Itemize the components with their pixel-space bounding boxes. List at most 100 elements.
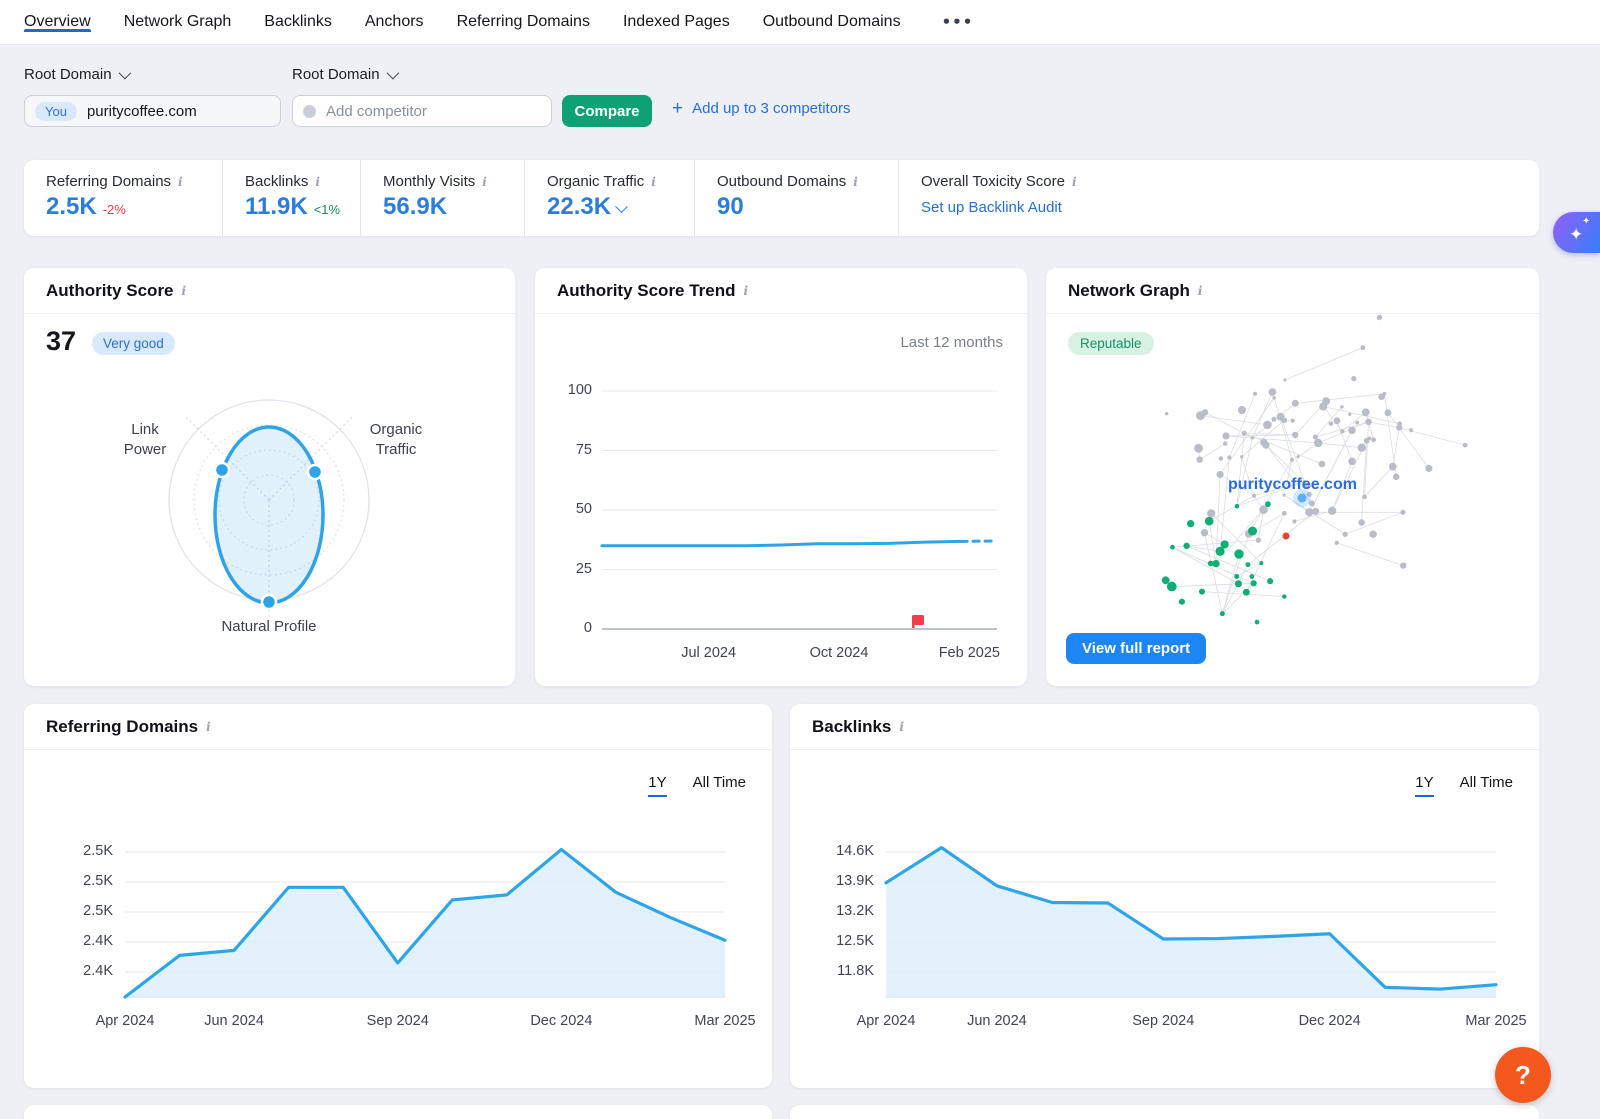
y-tick-label: 50	[560, 501, 592, 517]
metric-value: 22.3K	[547, 193, 611, 221]
you-domain-field[interactable]: You	[24, 95, 281, 127]
range-tab-all-time[interactable]: All Time	[693, 774, 746, 797]
sparkle-icon: ✦	[1582, 216, 1590, 227]
tab-anchors[interactable]: Anchors	[365, 13, 424, 31]
tab-network-graph[interactable]: Network Graph	[124, 13, 232, 31]
info-icon[interactable]: i	[744, 285, 749, 297]
x-tick-label: Mar 2025	[694, 1013, 755, 1029]
metric-overall-toxicity-score: Overall Toxicity ScoreiSet up Backlink A…	[898, 160, 1508, 236]
ai-assistant-button[interactable]: ✦ ✦	[1553, 212, 1600, 253]
x-tick-label: Jul 2024	[681, 645, 736, 661]
y-tick-label: 2.5K	[59, 903, 113, 919]
radar-point-organic-traffic	[308, 465, 322, 479]
info-icon[interactable]: i	[853, 176, 858, 188]
x-tick-label: Sep 2024	[1132, 1013, 1194, 1029]
radar-point-link-power	[215, 463, 229, 477]
info-icon[interactable]: i	[899, 721, 904, 733]
authority-score-card: Authority Score i 37 Very good Link Powe…	[24, 268, 515, 686]
info-icon[interactable]: i	[482, 176, 487, 188]
chevron-down-icon[interactable]	[615, 200, 628, 213]
authority-score-value: 37	[46, 326, 76, 357]
y-tick-label: 2.5K	[59, 843, 113, 859]
competitor-scope-dropdown[interactable]: Root Domain	[292, 66, 396, 83]
authority-score-trend-card: Authority Score Trend i Last 12 months 1…	[535, 268, 1027, 686]
backlinks-chart: 14.6K13.9K13.2K12.5K11.8KApr 2024Jun 202…	[820, 832, 1510, 1032]
info-icon[interactable]: i	[178, 176, 183, 188]
view-full-report-button[interactable]: View full report	[1066, 633, 1206, 664]
metric-value: 56.9K	[383, 193, 447, 221]
you-domain-input[interactable]	[85, 102, 239, 121]
referring-domains-range-tabs: 1Y All Time	[648, 774, 746, 797]
chevron-down-icon	[118, 67, 131, 80]
plus-icon: +	[672, 101, 683, 116]
network-domain-label: puritycoffee.com	[1046, 476, 1539, 494]
info-icon[interactable]: i	[651, 176, 656, 188]
backlinks-range-tabs: 1Y All Time	[1415, 774, 1513, 797]
authority-score-trend-chart: 1007550250Jul 2024Oct 2024Feb 2025	[560, 381, 1005, 671]
tab-indexed-pages[interactable]: Indexed Pages	[623, 13, 730, 31]
metric-value: 90	[717, 193, 744, 221]
info-icon[interactable]: i	[206, 721, 211, 733]
x-tick-label: Apr 2024	[96, 1013, 155, 1029]
metric-delta: -2%	[103, 202, 126, 217]
add-competitor-field[interactable]	[292, 95, 552, 127]
partial-card	[790, 1105, 1539, 1119]
x-tick-label: Apr 2024	[857, 1013, 916, 1029]
info-icon[interactable]: i	[1072, 176, 1077, 188]
you-badge: You	[35, 102, 77, 121]
card-title: Referring Domains	[46, 717, 198, 737]
radar-axis-organic-traffic: Organic Traffic	[364, 420, 428, 459]
card-title: Network Graph	[1068, 281, 1190, 301]
y-tick-label: 25	[560, 561, 592, 577]
network-graph-card: Network Graph i Reputable puritycoffee.c…	[1046, 268, 1539, 686]
metric-outbound-domains: Outbound Domainsi90	[694, 160, 898, 236]
metric-monthly-visits: Monthly Visitsi56.9K	[360, 160, 524, 236]
radar-point-natural-profile	[262, 595, 276, 609]
y-tick-label: 100	[560, 382, 592, 398]
card-title: Authority Score Trend	[557, 281, 736, 301]
x-tick-label: Dec 2024	[1299, 1013, 1361, 1029]
x-tick-label: Oct 2024	[810, 645, 869, 661]
y-tick-label: 2.4K	[59, 963, 113, 979]
x-tick-label: Jun 2024	[967, 1013, 1027, 1029]
partial-card	[24, 1105, 772, 1119]
help-button[interactable]: ?	[1495, 1047, 1551, 1103]
you-scope-dropdown[interactable]: Root Domain	[24, 66, 128, 83]
tab-referring-domains[interactable]: Referring Domains	[457, 13, 590, 31]
x-tick-label: Feb 2025	[939, 645, 1000, 661]
sparkle-icon: ✦	[1569, 225, 1583, 245]
add-competitor-input[interactable]	[324, 102, 528, 121]
y-tick-label: 14.6K	[820, 843, 874, 859]
add-competitors-link[interactable]: + Add up to 3 competitors	[672, 100, 851, 117]
y-tick-label: 75	[560, 442, 592, 458]
metrics-bar: Referring Domainsi2.5K-2%Backlinksi11.9K…	[24, 160, 1539, 236]
favicon-placeholder-icon	[303, 105, 316, 118]
backlinks-card: Backlinks i 1YAll Time 14.6K13.9K13.2K12…	[790, 704, 1539, 1088]
tab-overview[interactable]: Overview	[24, 13, 91, 31]
more-tabs-button[interactable]: •••	[936, 0, 980, 44]
metric-delta: <1%	[314, 202, 340, 217]
setup-backlink-audit-link[interactable]: Set up Backlink Audit	[921, 199, 1062, 216]
range-tab-all-time[interactable]: All Time	[1460, 774, 1513, 797]
y-tick-label: 12.5K	[820, 933, 874, 949]
card-title: Authority Score	[46, 281, 174, 301]
x-tick-label: Jun 2024	[204, 1013, 264, 1029]
metric-backlinks: Backlinksi11.9K<1%	[222, 160, 360, 236]
metric-value: 2.5K	[46, 193, 97, 221]
radar-axis-link-power: Link Power	[116, 420, 174, 459]
tab-backlinks[interactable]: Backlinks	[264, 13, 332, 31]
x-tick-label: Dec 2024	[530, 1013, 592, 1029]
info-icon[interactable]: i	[315, 176, 320, 188]
compare-button[interactable]: Compare	[562, 95, 652, 127]
referring-domains-card: Referring Domains i 1Y All Time 2.5K 2.5K 2…	[24, 704, 772, 1088]
x-tick-label: Sep 2024	[367, 1013, 429, 1029]
info-icon[interactable]: i	[182, 285, 187, 297]
radar-axis-natural-profile: Natural Profile	[169, 617, 369, 637]
nav-tabs: Overview Network Graph Backlinks Anchors Ref…	[24, 0, 934, 44]
tab-outbound-domains[interactable]: Outbound Domains	[763, 13, 901, 31]
y-tick-label: 11.8K	[820, 963, 874, 979]
range-tab-1y[interactable]: 1Y	[648, 774, 666, 797]
y-tick-label: 13.2K	[820, 903, 874, 919]
range-tab-1y[interactable]: 1Y	[1415, 774, 1433, 797]
info-icon[interactable]: i	[1198, 285, 1203, 297]
